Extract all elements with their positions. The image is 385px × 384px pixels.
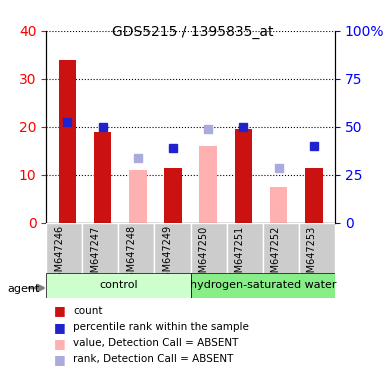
Text: percentile rank within the sample: percentile rank within the sample xyxy=(73,322,249,332)
Text: GSM647251: GSM647251 xyxy=(233,224,243,283)
Text: GSM647250: GSM647250 xyxy=(198,224,208,283)
Text: GSM647250: GSM647250 xyxy=(199,225,209,285)
Bar xyxy=(59,60,76,223)
FancyBboxPatch shape xyxy=(82,223,119,275)
Text: count: count xyxy=(73,306,103,316)
FancyBboxPatch shape xyxy=(263,223,299,275)
Text: GSM647246: GSM647246 xyxy=(57,224,67,283)
Bar xyxy=(164,167,182,223)
Bar xyxy=(94,131,111,223)
Text: GSM647249: GSM647249 xyxy=(163,224,173,283)
Text: GSM647248: GSM647248 xyxy=(126,225,136,285)
Bar xyxy=(129,170,147,223)
Bar xyxy=(234,129,252,223)
FancyBboxPatch shape xyxy=(227,223,263,275)
Text: GSM647247: GSM647247 xyxy=(92,224,102,283)
FancyBboxPatch shape xyxy=(191,273,335,298)
Text: GDS5215 / 1395835_at: GDS5215 / 1395835_at xyxy=(112,25,273,39)
Text: GSM647253: GSM647253 xyxy=(307,225,317,285)
Text: GSM647249: GSM647249 xyxy=(162,225,172,285)
Bar xyxy=(305,167,323,223)
Text: value, Detection Call = ABSENT: value, Detection Call = ABSENT xyxy=(73,338,239,348)
Text: ■: ■ xyxy=(54,321,66,334)
FancyBboxPatch shape xyxy=(46,223,82,275)
FancyBboxPatch shape xyxy=(119,223,154,275)
Text: GSM647253: GSM647253 xyxy=(304,224,314,283)
Text: rank, Detection Call = ABSENT: rank, Detection Call = ABSENT xyxy=(73,354,234,364)
FancyBboxPatch shape xyxy=(191,223,227,275)
Text: control: control xyxy=(99,280,138,290)
FancyBboxPatch shape xyxy=(46,273,191,298)
Text: GSM647247: GSM647247 xyxy=(90,225,100,285)
Text: GSM647252: GSM647252 xyxy=(271,225,281,285)
Text: ■: ■ xyxy=(54,305,66,318)
FancyBboxPatch shape xyxy=(154,223,191,275)
Text: GSM647246: GSM647246 xyxy=(54,225,64,285)
Text: agent: agent xyxy=(8,284,40,294)
FancyBboxPatch shape xyxy=(299,223,335,275)
Text: GSM647251: GSM647251 xyxy=(235,225,245,285)
Text: GSM647252: GSM647252 xyxy=(269,224,279,283)
Bar xyxy=(270,187,288,223)
Text: ■: ■ xyxy=(54,353,66,366)
Text: hydrogen-saturated water: hydrogen-saturated water xyxy=(189,280,336,290)
Text: ■: ■ xyxy=(54,337,66,350)
Bar xyxy=(199,146,217,223)
Text: GSM647248: GSM647248 xyxy=(128,224,138,283)
